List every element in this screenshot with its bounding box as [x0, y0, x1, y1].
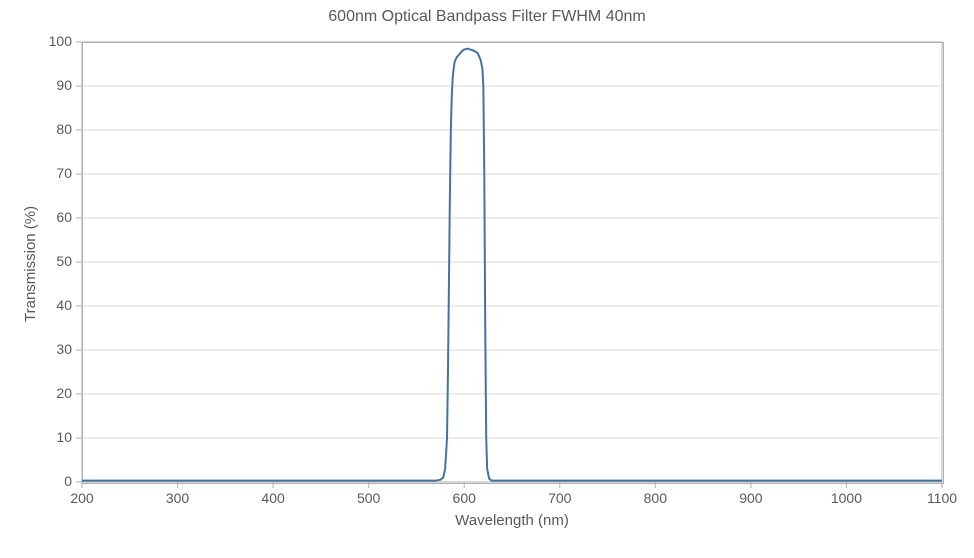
y-tick-label: 0	[32, 473, 72, 489]
y-tick-label: 80	[32, 121, 72, 137]
x-tick-label: 500	[339, 490, 399, 506]
chart-svg	[0, 0, 974, 558]
x-tick-label: 600	[434, 490, 494, 506]
x-tick-label: 1000	[816, 490, 876, 506]
y-tick-label: 10	[32, 429, 72, 445]
y-tick-label: 70	[32, 165, 72, 181]
x-tick-label: 300	[148, 490, 208, 506]
x-axis-label: Wavelength (nm)	[82, 512, 942, 529]
y-tick-label: 50	[32, 253, 72, 269]
x-tick-label: 200	[52, 490, 112, 506]
chart-container: { "chart": { "type": "line", "title": "6…	[0, 0, 974, 558]
y-tick-label: 90	[32, 77, 72, 93]
y-tick-label: 100	[32, 33, 72, 49]
x-tick-label: 1100	[912, 490, 972, 506]
x-tick-label: 400	[243, 490, 303, 506]
y-tick-label: 60	[32, 209, 72, 225]
y-tick-label: 20	[32, 385, 72, 401]
x-tick-label: 800	[625, 490, 685, 506]
x-tick-label: 900	[721, 490, 781, 506]
y-tick-label: 30	[32, 341, 72, 357]
x-tick-label: 700	[530, 490, 590, 506]
series-transmission	[82, 49, 942, 481]
y-tick-label: 40	[32, 297, 72, 313]
